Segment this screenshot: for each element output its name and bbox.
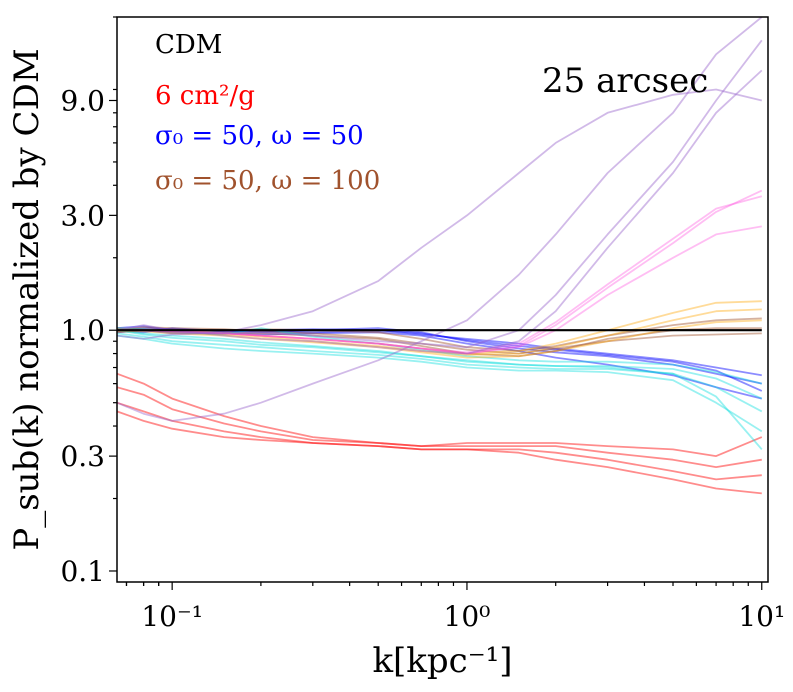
series-line-purple-1 [117,88,763,340]
legend-entry-sigma50-omega100: σ₀ = 50, ω = 100 [155,166,380,196]
y-tick-label: 1.0 [60,314,105,347]
series-line-orange-3 [117,319,762,359]
annotation-text: 25 arcsec [542,61,708,101]
y-axis-label: P_sub(k) normalized by CDM [7,48,47,550]
x-tick-label: 10⁰ [444,600,491,633]
series-line-pink-2 [117,195,763,354]
y-tick-label: 3.0 [60,199,105,232]
series-line-sidm-6-2 [117,386,762,469]
series-line-sidm-50-50-3 [117,329,763,400]
series-line-pink-3 [117,225,762,355]
series-line-cyan-3 [117,327,763,385]
series-line-sidm-6-3 [117,401,762,481]
x-tick-label: 10⁻¹ [141,600,203,633]
y-tick-label: 0.3 [60,440,105,473]
x-ticks: 10⁻¹ 10⁰ 10¹ [125,582,785,633]
legend-entry-cdm: CDM [155,30,222,60]
series-line-purple-3 [117,39,763,349]
legend-entry-6cm2g: 6 cm²/g [155,81,255,111]
series-line-orange-1 [117,300,762,355]
series-line-purple-2 [117,17,763,422]
plot-frame [116,16,769,583]
y-tick-label: 9.0 [60,84,105,117]
series-line-cyan-5 [117,329,763,450]
series-line-cyan-4 [117,334,763,433]
legend-entry-sigma50-omega50: σ₀ = 50, ω = 50 [155,121,364,151]
legend: CDM 6 cm²/g σ₀ = 50, ω = 50 σ₀ = 50, ω =… [155,30,380,196]
series-line-purple-4 [117,69,763,355]
series-line-orange-2 [117,308,762,356]
x-axis-label: k[kpc⁻¹] [372,641,512,681]
series-line-sidm-6-1 [117,372,763,458]
series-line-cyan-2 [117,332,763,413]
y-tick-label: 0.1 [60,555,105,588]
series-line-sidm-50-100-2 [117,327,762,358]
series-layer [117,17,763,495]
y-ticks: 0.1 0.3 1.0 3.0 9.0 [60,16,117,588]
x-tick-label: 10¹ [738,600,785,633]
series-line-pink-1 [117,189,763,355]
series-line-sidm-50-100-3 [117,326,762,355]
series-line-sidm-6-4 [117,410,762,495]
series-line-cyan-1 [117,329,763,400]
